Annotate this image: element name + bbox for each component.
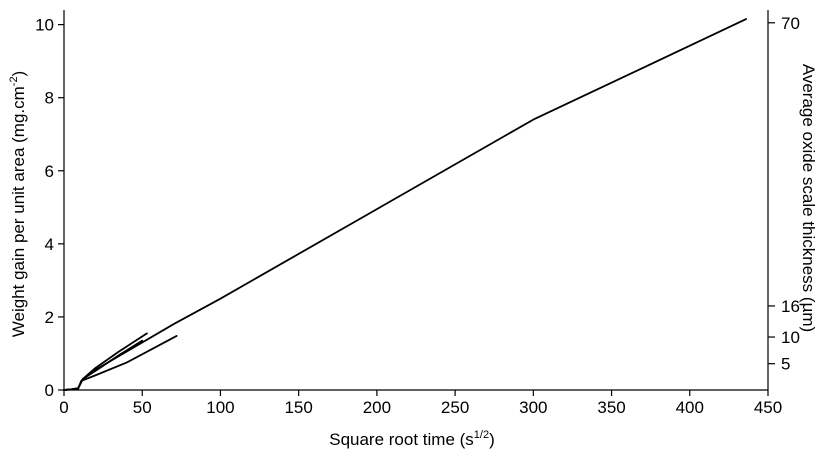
- y-tick-label: 8: [45, 89, 54, 108]
- x-axis-label: Square root time (s1/2): [329, 429, 495, 449]
- right-axis-ticks: 5 10 16 70: [768, 14, 800, 374]
- x-tick-label: 200: [363, 398, 391, 417]
- x-tick-label: 300: [519, 398, 547, 417]
- x-tick-label: 350: [597, 398, 625, 417]
- x-tick-label: 250: [441, 398, 469, 417]
- right-tick-label: 70: [781, 14, 800, 33]
- x-tick-label: 50: [133, 398, 152, 417]
- right-axis-label: Average oxide scale thickness (µm): [799, 64, 818, 332]
- y-tick-label: 10: [35, 16, 54, 35]
- axes: [63, 10, 769, 391]
- right-tick-label: 5: [781, 355, 790, 374]
- y-tick-label: 2: [45, 308, 54, 327]
- series-line-1: [63, 18, 747, 391]
- x-axis-ticks: 0 50 100 150 200 250 300 350 400 450: [59, 390, 782, 417]
- x-tick-label: 450: [754, 398, 782, 417]
- right-tick-label: 10: [781, 328, 800, 347]
- series-group: [63, 18, 747, 391]
- x-tick-label: 100: [206, 398, 234, 417]
- x-tick-label: 400: [676, 398, 704, 417]
- series-line-4: [63, 334, 178, 391]
- x-tick-label: 150: [284, 398, 312, 417]
- series-line-2: [63, 332, 148, 391]
- right-tick-label: 16: [781, 297, 800, 316]
- y-axis-label: Weight gain per unit area (mg.cm-2): [8, 71, 28, 337]
- x-tick-label: 0: [59, 398, 68, 417]
- y-tick-label: 4: [45, 235, 54, 254]
- y-tick-label: 0: [45, 381, 54, 400]
- y-tick-label: 6: [45, 162, 54, 181]
- series-line-3: [63, 339, 144, 391]
- y-axis-ticks: 0 2 4 6 8 10: [35, 16, 64, 400]
